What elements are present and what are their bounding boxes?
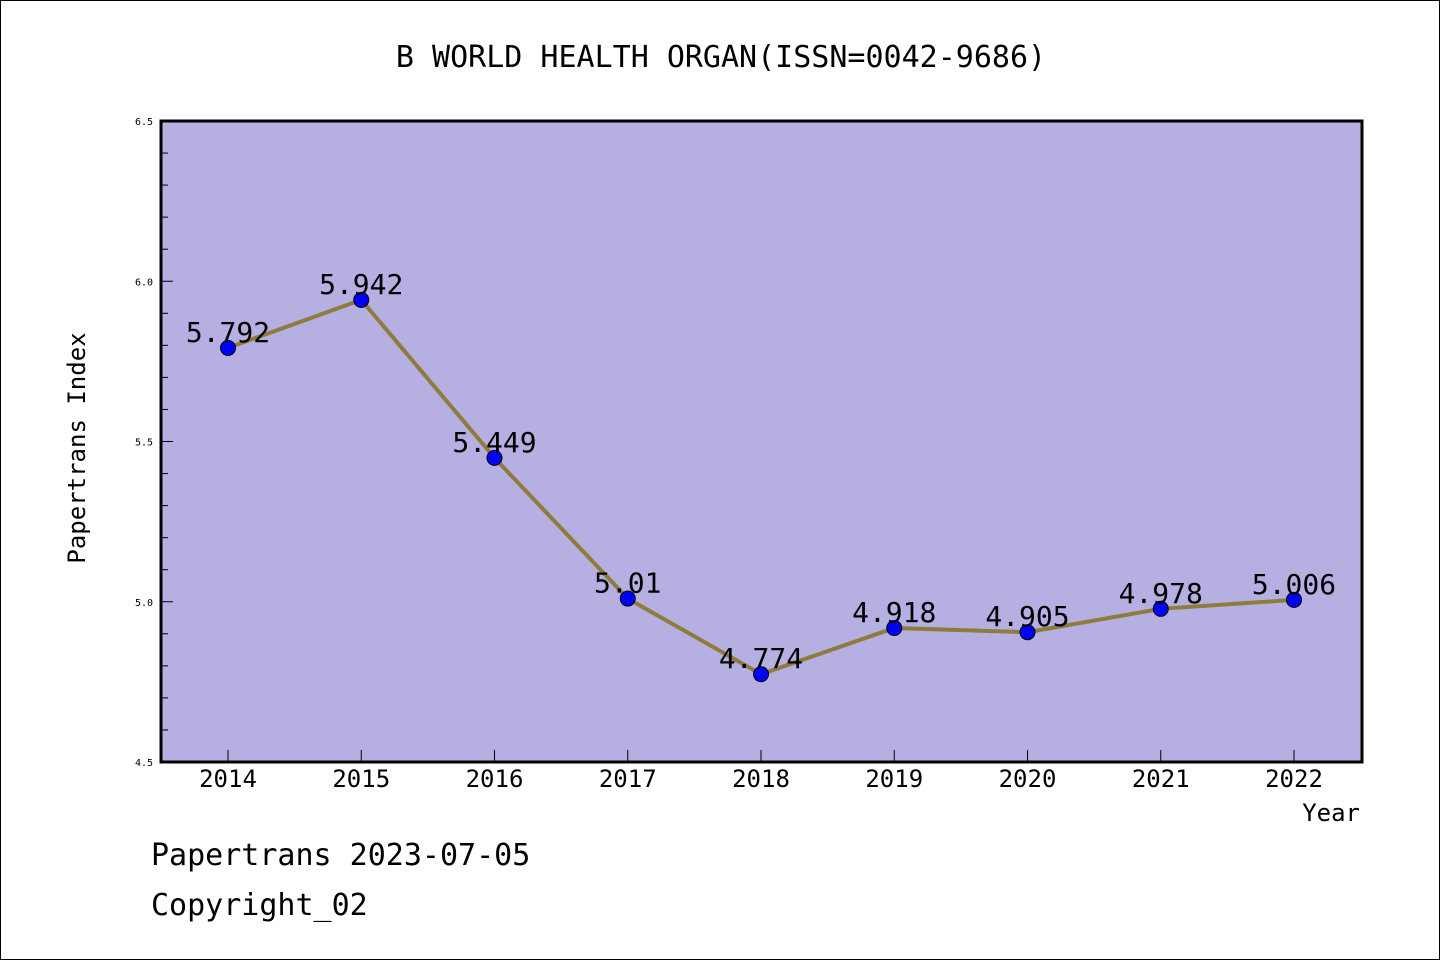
x-tick-label: 2014 [199, 765, 257, 793]
x-tick-label: 2015 [332, 765, 390, 793]
data-label: 5.792 [186, 316, 270, 349]
y-tick-label: 6.0 [135, 277, 153, 288]
data-point [753, 666, 769, 683]
x-tick-label: 2017 [599, 765, 657, 793]
x-tick-label: 2020 [999, 765, 1057, 793]
footer-date: Papertrans 2023-07-05 [151, 838, 530, 873]
plot-border [159, 119, 1364, 764]
x-axis-ticks: 2014 2015 2016 2017 2018 2019 2020 2021 2022 [199, 750, 1323, 793]
data-label: 4.905 [985, 600, 1069, 633]
data-label: 4.978 [1119, 577, 1203, 610]
data-point [220, 339, 236, 356]
data-point [353, 291, 370, 308]
data-label: 5.449 [452, 426, 536, 459]
data-label: 5.01 [594, 567, 661, 600]
y-tick-label: 6.5 [135, 117, 153, 128]
data-point [886, 620, 903, 637]
data-label: 4.774 [719, 642, 803, 675]
y-tick-label: 4.5 [135, 758, 153, 769]
data-point [1019, 624, 1036, 641]
series-markers [220, 291, 1302, 683]
y-tick-label: 5.5 [135, 438, 153, 449]
plot-area [161, 121, 1362, 762]
data-point [486, 449, 503, 466]
data-point [1286, 591, 1302, 608]
y-tick-label: 5.0 [135, 598, 153, 609]
data-label: 4.918 [852, 596, 936, 629]
x-tick-label: 2019 [865, 765, 923, 793]
chart-title: B WORLD HEALTH ORGAN(ISSN=0042-9686) [396, 40, 1046, 75]
x-tick-label: 2016 [466, 765, 524, 793]
data-labels: 5.792 5.942 5.449 5.01 4.774 4.918 4.905 4.978 5… [186, 268, 1336, 675]
x-axis-label: Year [1302, 799, 1360, 827]
x-tick-label: 2022 [1265, 765, 1323, 793]
data-label: 5.006 [1252, 568, 1336, 601]
data-label: 5.942 [319, 268, 403, 301]
x-tick-label: 2021 [1132, 765, 1190, 793]
footer-copyright: Copyright_02 [151, 888, 368, 923]
x-tick-label: 2018 [732, 765, 790, 793]
y-axis-label: Papertrans Index [63, 332, 91, 563]
data-point [1152, 600, 1169, 617]
data-point [619, 590, 636, 607]
